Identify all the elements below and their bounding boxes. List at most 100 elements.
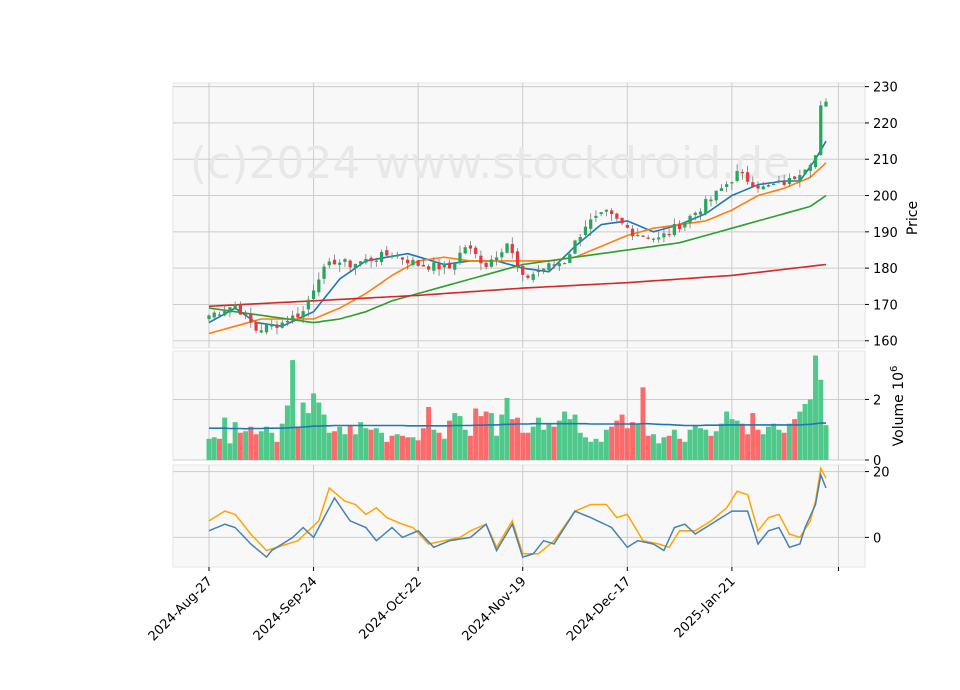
candle-body: [437, 263, 441, 270]
candle-body: [693, 212, 697, 215]
candle-body: [217, 314, 222, 316]
price-tick-label: 230: [873, 81, 898, 96]
candle-body: [704, 199, 708, 214]
volume-bar: [556, 420, 562, 460]
oscillator-lines: [208, 465, 827, 559]
volume-bar: [363, 428, 369, 460]
volume-bar: [227, 443, 233, 460]
volume-bar: [452, 413, 458, 460]
price-tick-label: 190: [873, 226, 898, 241]
volume-bar: [645, 435, 651, 460]
candle-body: [338, 262, 342, 265]
candle-body: [510, 244, 514, 254]
volume-bar: [420, 428, 426, 460]
volume-bar: [258, 431, 264, 460]
candle-body: [353, 263, 358, 269]
volume-bar: [415, 440, 421, 460]
volume-bar: [515, 417, 520, 460]
candle-body: [698, 211, 703, 215]
candle-body: [515, 251, 520, 266]
candle-body: [489, 259, 493, 267]
candle-body: [500, 252, 504, 258]
candle-body: [327, 261, 331, 266]
volume-bar: [316, 402, 322, 460]
candle-body: [395, 255, 399, 257]
volume-bar: [284, 405, 290, 460]
candle-body: [207, 315, 211, 320]
volume-bar: [760, 434, 766, 460]
candle-body: [442, 264, 446, 268]
price-axis-label: Price: [905, 201, 921, 235]
candle-body: [630, 228, 635, 237]
volume-bar: [279, 423, 285, 460]
candle-body: [233, 304, 237, 309]
candle-body: [594, 215, 598, 218]
volume-bar: [342, 434, 348, 460]
volume-bar: [478, 416, 484, 460]
volume-bar: [494, 435, 500, 460]
volume-bar: [269, 432, 275, 460]
volume-bar: [347, 425, 353, 460]
volume-panel: 02 Volume 106: [172, 350, 907, 469]
candle-body: [599, 212, 603, 215]
volume-bar: [656, 443, 662, 460]
volume-bar: [750, 413, 756, 460]
volume-bar: [802, 403, 808, 460]
candle-body: [411, 259, 415, 266]
volume-bar: [426, 407, 432, 460]
candle-body: [374, 260, 378, 262]
candle-body: [223, 311, 227, 316]
volume-bar: [295, 426, 301, 460]
volume-bar: [211, 437, 217, 460]
volume-bar: [546, 423, 552, 460]
oscillator-tick-label: 20: [873, 466, 890, 481]
volume-bar: [739, 423, 745, 460]
volume-bar: [300, 402, 306, 460]
candle-body: [620, 217, 624, 224]
volume-bar: [614, 420, 620, 460]
date-x-axis: 2024-Aug-27 2024-Sep-24 2024-Oct-22 2024-No…: [146, 567, 839, 644]
candle-body: [364, 258, 368, 263]
volume-bar: [813, 355, 819, 460]
candle-body: [536, 270, 541, 273]
x-tick-label: 2024-Sep-24: [251, 574, 321, 644]
candle-body: [667, 233, 671, 236]
volume-bar: [792, 419, 798, 460]
volume-tick-label: 0: [873, 454, 881, 469]
candle-body: [453, 263, 457, 270]
candle-body: [772, 183, 776, 186]
candle-body: [463, 247, 467, 254]
candle-body: [688, 215, 692, 223]
candle-body: [813, 155, 818, 168]
volume-bar: [698, 428, 703, 460]
candle-body: [301, 311, 305, 318]
volume-bar: [264, 426, 270, 460]
volume-bar: [405, 437, 411, 460]
volume-bar: [755, 429, 761, 460]
candle-body: [317, 279, 321, 293]
candle-body: [243, 313, 248, 315]
candle-body: [683, 222, 687, 228]
volume-y-axis: 02: [865, 393, 881, 469]
candle-body: [798, 175, 802, 182]
candle-body: [625, 224, 629, 228]
candle-body: [604, 209, 609, 212]
candle-body: [390, 256, 394, 258]
candle-body: [761, 186, 765, 190]
candle-body: [291, 315, 295, 321]
volume-bar: [520, 432, 526, 460]
candle-body: [264, 324, 269, 333]
volume-bar: [216, 438, 222, 460]
volume-bar: [441, 438, 447, 460]
volume-bar: [206, 438, 212, 460]
candle-body: [332, 259, 337, 265]
candle-body: [573, 240, 577, 254]
volume-bar: [326, 432, 332, 460]
volume-bar: [352, 434, 358, 460]
volume-bar: [776, 429, 782, 460]
price-tick-label: 220: [873, 117, 898, 132]
candle-body: [484, 262, 488, 268]
volume-bar: [499, 414, 505, 460]
volume-bar: [687, 429, 693, 460]
volume-bar: [598, 441, 604, 460]
